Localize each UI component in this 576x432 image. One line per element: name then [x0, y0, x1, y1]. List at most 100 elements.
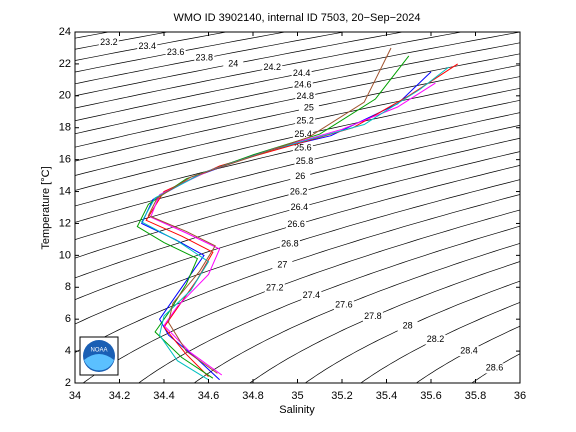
contour-label-bg: [264, 282, 285, 293]
density-contour: [75, 32, 464, 109]
x-tick-label: 35.6: [420, 390, 441, 402]
contour-label: 24.4: [293, 68, 311, 78]
x-tick-label: 34.6: [198, 390, 219, 402]
contour-label: 25.2: [296, 116, 314, 126]
y-tick-label: 4: [65, 345, 71, 357]
contour-label-bg: [294, 156, 315, 167]
contour-label: 27.2: [266, 282, 284, 292]
contour-label-bg: [272, 259, 293, 270]
contour-label-bg: [165, 47, 186, 58]
x-tick-label: 35: [291, 390, 303, 402]
y-tick-label: 22: [59, 58, 71, 70]
contour-label: 27.8: [364, 311, 382, 321]
x-tick-label: 34.2: [109, 390, 130, 402]
contour-label: 23.6: [167, 47, 185, 57]
contour-label: 24.6: [294, 79, 312, 89]
contour-label-bg: [290, 171, 311, 182]
contour-label-bg: [262, 62, 283, 73]
profile-line: [141, 66, 450, 381]
contour-label-bg: [298, 102, 319, 113]
contour-label-bg: [301, 290, 322, 301]
contour-label: 26.6: [287, 219, 305, 229]
contour-label-bg: [98, 37, 119, 48]
chart-title: WMO ID 3902140, internal ID 7503, 20−Sep…: [173, 12, 420, 24]
y-tick-label: 2: [65, 377, 71, 389]
contour-label: 27.4: [303, 290, 321, 300]
contour-label: 23.4: [138, 41, 156, 51]
contour-label: 23.8: [196, 53, 214, 63]
y-tick-label: 20: [59, 90, 71, 102]
contour-label: 28: [403, 321, 413, 331]
contour-label-bg: [459, 346, 480, 357]
contour-label: 25: [304, 102, 314, 112]
density-contour: [75, 179, 520, 325]
contour-label: 26: [295, 171, 305, 181]
contour-label: 23.2: [100, 37, 118, 47]
contour-label: 25.8: [296, 156, 314, 166]
profile-line: [136, 55, 410, 379]
y-tick-label: 14: [59, 185, 71, 197]
contour-label: 27.6: [335, 300, 353, 310]
y-tick-label: 18: [59, 122, 71, 134]
contour-label-bg: [279, 238, 300, 249]
density-contour: [193, 242, 520, 383]
contour-label: 24: [228, 58, 238, 68]
density-contour: [304, 280, 520, 383]
y-tick-label: 8: [65, 281, 71, 293]
density-contour: [75, 64, 520, 162]
density-contour: [82, 209, 520, 383]
density-contour: [249, 261, 520, 383]
density-contour: [75, 112, 520, 223]
contour-label-bg: [293, 129, 314, 140]
contour-label: 25.6: [294, 143, 312, 153]
contour-label-bg: [362, 311, 383, 322]
contour-label-bg: [484, 363, 505, 374]
density-contour: [75, 53, 520, 148]
contour-label-bg: [288, 187, 309, 198]
contour-label-bg: [291, 68, 312, 79]
density-contour: [75, 32, 346, 85]
y-axis-label: Temperature [°C]: [40, 166, 52, 249]
profile-line: [150, 82, 436, 376]
contour-label-bg: [425, 334, 446, 345]
x-tick-label: 34.4: [153, 390, 174, 402]
x-tick-label: 34.8: [242, 390, 263, 402]
contour-label: 25.4: [294, 129, 312, 139]
x-tick-label: 34: [69, 390, 81, 402]
contour-label-bg: [295, 91, 316, 102]
profile-line: [147, 47, 392, 374]
density-contour: [75, 32, 405, 97]
density-contour: [75, 42, 520, 135]
contour-label: 26.2: [290, 187, 308, 197]
profiles: [136, 47, 458, 381]
contour-label-bg: [333, 300, 354, 311]
contour-label-bg: [292, 143, 313, 154]
contour-label: 28.6: [486, 363, 504, 373]
x-tick-label: 35.4: [376, 390, 397, 402]
x-axis-label: Salinity: [279, 404, 315, 416]
y-tick-label: 6: [65, 313, 71, 325]
contour-label: 28.4: [460, 345, 478, 355]
x-tick-label: 36: [514, 390, 526, 402]
density-contour: [75, 137, 520, 259]
contour-label-bg: [223, 58, 244, 69]
y-tick-label: 10: [59, 249, 71, 261]
density-contour: [138, 225, 520, 383]
logo-wave: [84, 354, 114, 371]
contour-label-bg: [194, 53, 215, 64]
density-contour: [75, 32, 520, 122]
density-contour: [75, 165, 520, 301]
y-tick-label: 24: [59, 26, 71, 38]
contour-label-bg: [286, 219, 307, 230]
density-contour: [471, 353, 520, 383]
logo-text: NOAA: [90, 348, 107, 354]
y-tick-label: 12: [59, 217, 71, 229]
contour-label: 24.2: [263, 62, 281, 72]
x-tick-label: 35.8: [465, 390, 486, 402]
density-contour: [75, 124, 520, 240]
x-tick-label: 35.2: [331, 390, 352, 402]
contour-label-bg: [289, 202, 310, 213]
contour-label: 27: [277, 259, 287, 269]
